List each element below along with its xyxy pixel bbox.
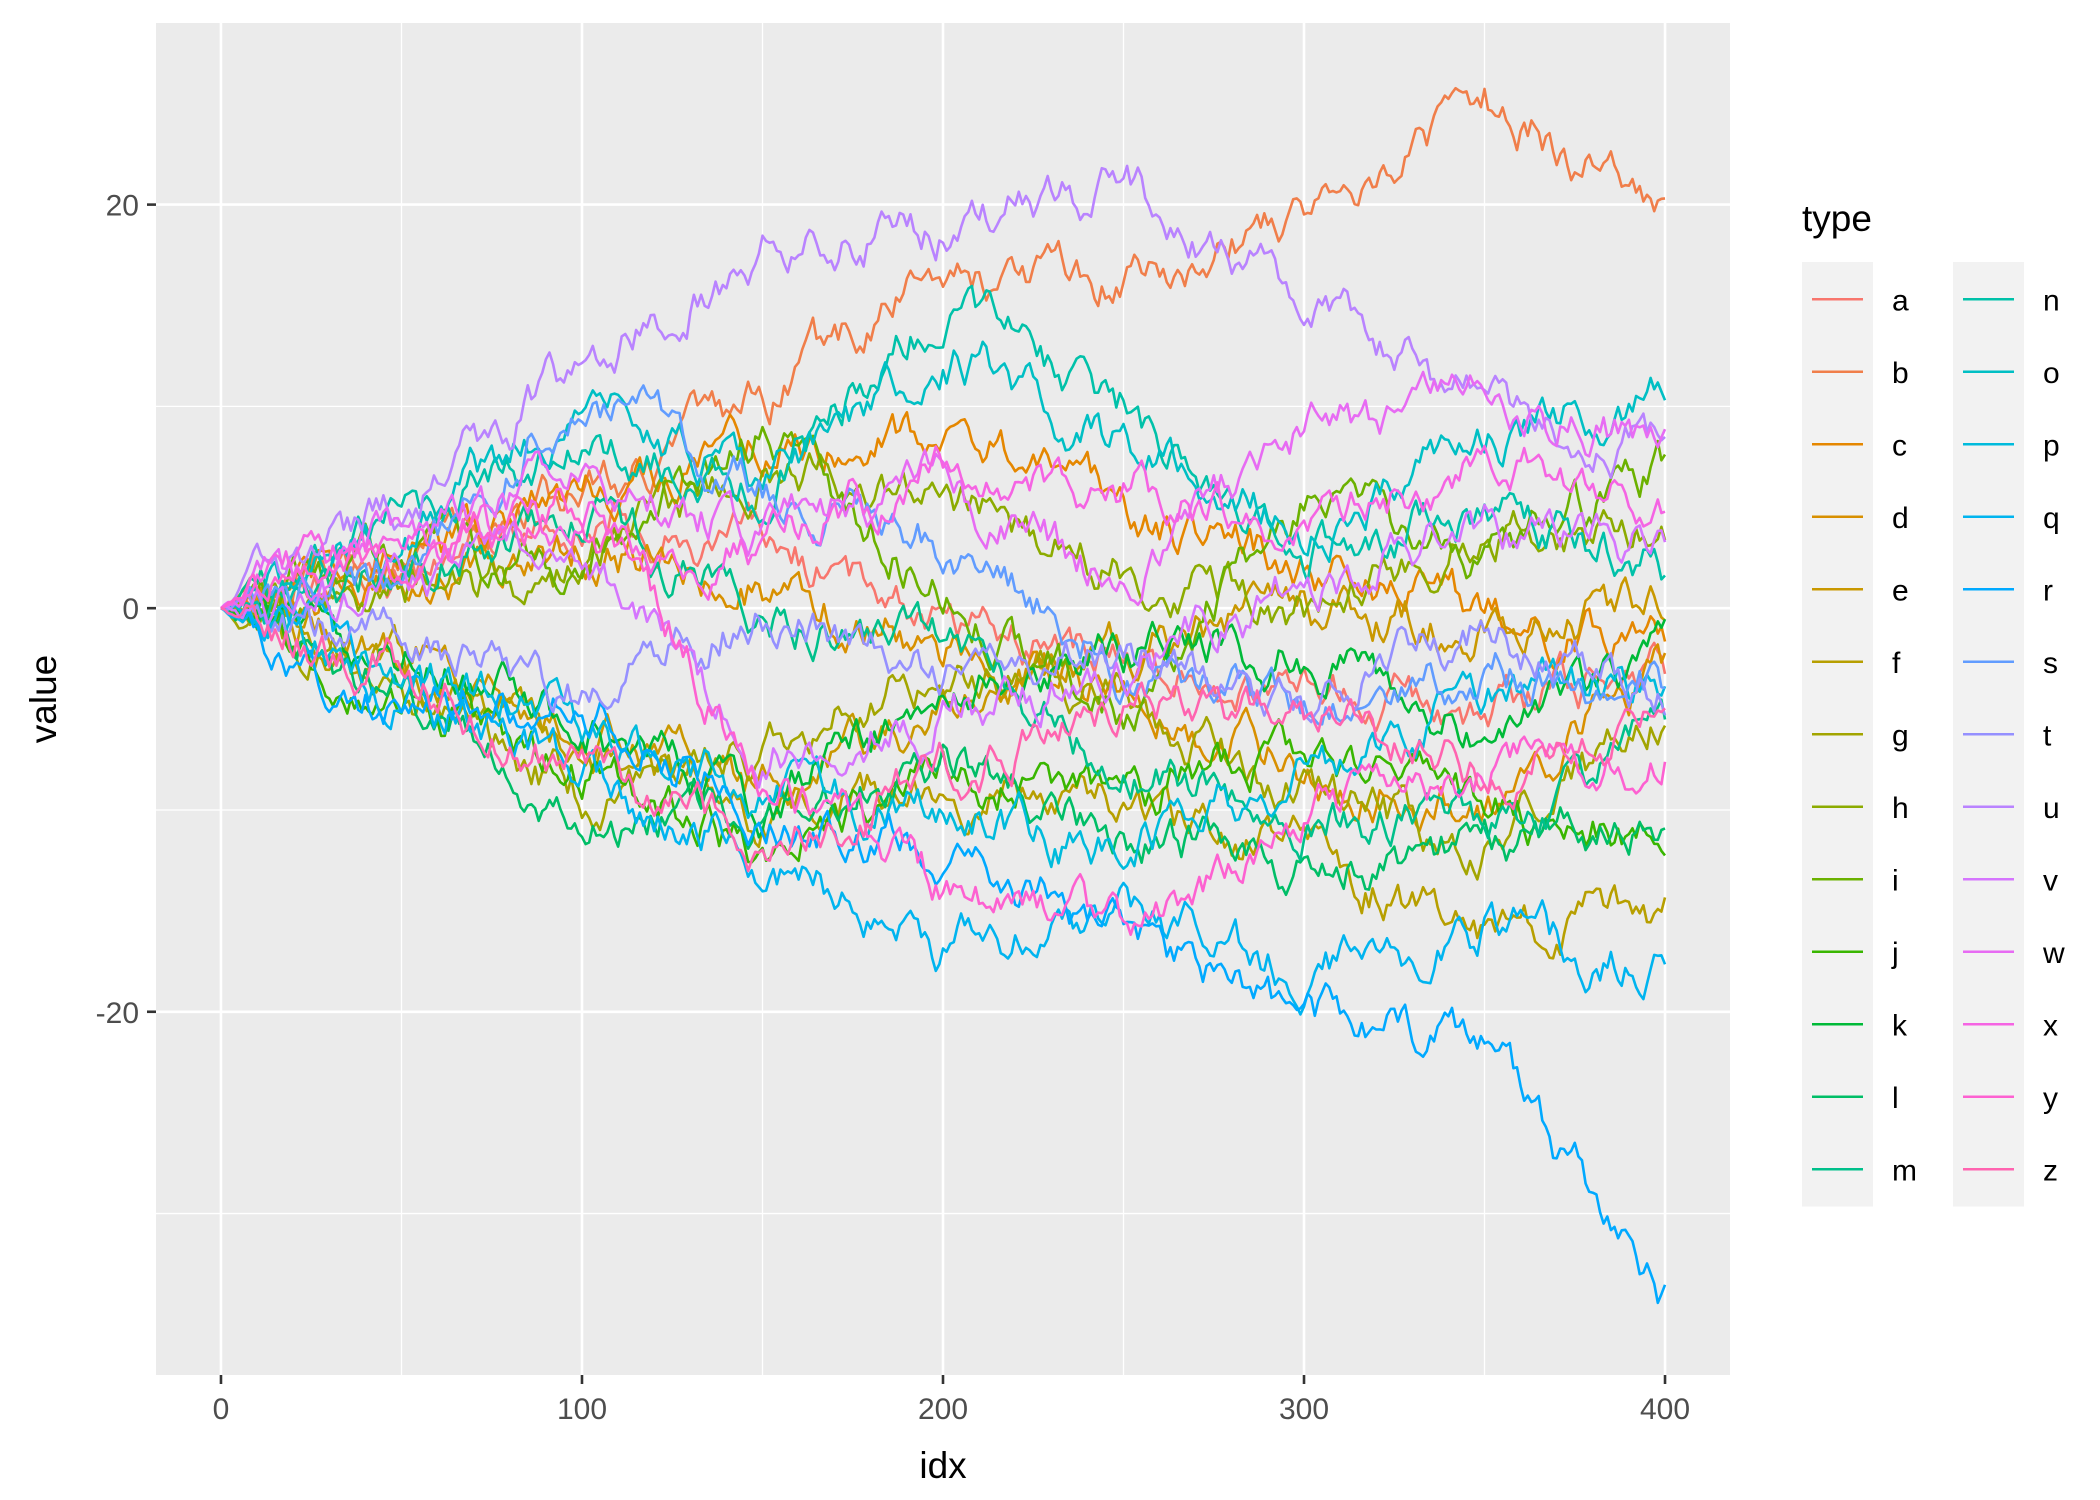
legend-label-o: o: [2043, 357, 2060, 390]
legend-label-u: u: [2043, 792, 2060, 825]
series-line-r: [220, 607, 1667, 1305]
legend-label-z: z: [2043, 1154, 2058, 1187]
legend-label-v: v: [2043, 864, 2058, 897]
legend-label-h: h: [1892, 792, 1909, 825]
legend-label-y: y: [2043, 1082, 2058, 1115]
legend-label-l: l: [1892, 1082, 1899, 1115]
legend-label-n: n: [2043, 284, 2060, 317]
y-axis-title: value: [23, 655, 64, 743]
y-tick-label: 0: [122, 593, 139, 626]
legend: a b c d e f g h i j k l m n o p q r s t u v w x y z: [1802, 262, 2065, 1207]
legend-title: type: [1802, 198, 1872, 239]
x-tick-label: 200: [918, 1393, 968, 1426]
x-tick-labels: 0 100 200 300 400: [213, 1393, 1690, 1426]
legend-label-m: m: [1892, 1154, 1917, 1187]
legend-label-d: d: [1892, 502, 1909, 535]
legend-label-j: j: [1891, 937, 1899, 970]
x-axis-title: idx: [919, 1445, 967, 1486]
series-line-t: [220, 592, 1667, 724]
legend-label-p: p: [2043, 429, 2060, 462]
y-tick-labels: 20 0 -20: [96, 190, 139, 1030]
series-line-l: [220, 607, 1666, 897]
series-line-m: [220, 496, 1667, 862]
axis-ticks: [147, 203, 1667, 1384]
x-tick-label: 100: [557, 1393, 607, 1426]
legend-label-t: t: [2043, 719, 2052, 752]
series-line-q: [220, 592, 1667, 1016]
x-tick-label: 400: [1640, 1393, 1690, 1426]
y-tick-label: -20: [96, 997, 139, 1030]
legend-label-s: s: [2043, 647, 2058, 680]
legend-label-c: c: [1892, 429, 1907, 462]
series-line-o: [220, 340, 1667, 610]
series-line-u: [220, 164, 1666, 610]
series-line-h: [220, 452, 1667, 626]
y-tick-label: 20: [106, 190, 139, 223]
series-line-z: [220, 603, 1666, 873]
x-tick-label: 0: [213, 1393, 230, 1426]
series-line-x: [220, 444, 1666, 610]
legend-label-b: b: [1892, 357, 1909, 390]
legend-label-e: e: [1892, 574, 1909, 607]
series-lines: [220, 86, 1667, 1305]
series-line-y: [220, 487, 1667, 936]
series-line-w: [220, 370, 1667, 610]
legend-label-x: x: [2043, 1009, 2058, 1042]
legend-label-w: w: [2042, 937, 2065, 970]
legend-label-r: r: [2043, 574, 2053, 607]
series-line-d: [220, 534, 1667, 833]
legend-label-g: g: [1892, 719, 1909, 752]
x-tick-label: 300: [1279, 1393, 1329, 1426]
series-line-k: [220, 595, 1667, 839]
legend-label-a: a: [1892, 284, 1909, 317]
legend-label-k: k: [1892, 1009, 1908, 1042]
legend-label-i: i: [1892, 864, 1899, 897]
series-line-p: [220, 602, 1667, 870]
legend-label-f: f: [1892, 647, 1901, 680]
series-line-v: [220, 503, 1667, 789]
legend-label-q: q: [2043, 502, 2060, 535]
